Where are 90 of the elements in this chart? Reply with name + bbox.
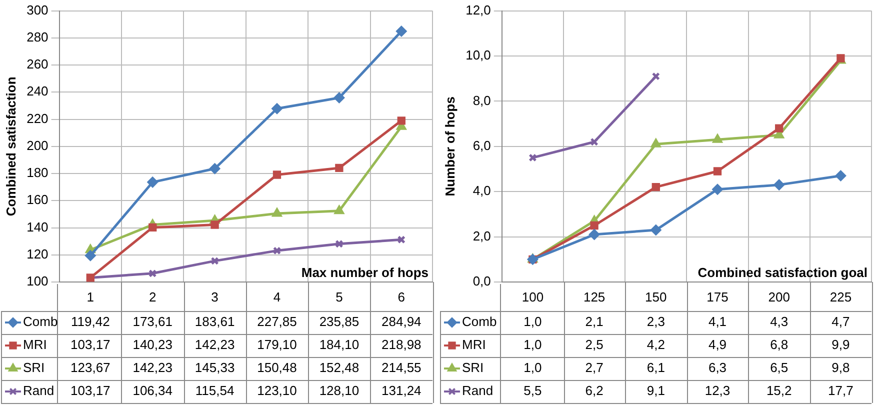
data-label: 6,1 [646, 360, 665, 376]
legend-label: SRI [462, 360, 484, 376]
legend-label: Rand [23, 383, 54, 398]
data-label: 128,10 [319, 383, 360, 398]
y-tick-label: 260 [26, 56, 48, 72]
data-label: 9,8 [832, 360, 850, 376]
legend-label: MRI [462, 337, 486, 352]
y-tick-label: 140 [26, 219, 48, 234]
legend-label: MRI [23, 337, 47, 352]
x-tick-label: 6 [398, 289, 406, 304]
y-tick-label: 4,0 [472, 183, 491, 198]
x-tick-label: 2 [148, 289, 156, 304]
data-label: 6,8 [770, 337, 788, 352]
x-tick-label: 5 [336, 289, 343, 304]
y-tick-label: 8,0 [472, 92, 491, 108]
data-label: 1,0 [524, 337, 542, 352]
y-tick-label: 2,0 [472, 228, 491, 244]
y-tick-label: 100 [26, 274, 48, 289]
y-tick-label: 220 [26, 110, 48, 126]
data-label: 2,5 [585, 337, 604, 352]
data-label: 2,3 [646, 314, 665, 330]
data-label: 183,61 [194, 314, 235, 330]
y-tick-label: 6,0 [472, 138, 491, 153]
data-label: 6,3 [708, 360, 727, 376]
data-label: 4,2 [646, 337, 665, 352]
data-label: 115,54 [195, 383, 234, 398]
data-label: 6,5 [770, 360, 788, 376]
data-label: 214,55 [382, 360, 422, 376]
data-label: 4,3 [770, 314, 788, 330]
data-label: 173,61 [132, 314, 172, 330]
text: 15,2 [766, 383, 792, 398]
x-tick-label: 3 [211, 289, 218, 304]
y-tick-label: 120 [26, 246, 48, 262]
data-label: 1,0 [524, 314, 542, 330]
data-label: 4,1 [708, 314, 727, 330]
data-label: 9,9 [832, 337, 850, 352]
data-label: 1,0 [524, 360, 542, 376]
legend-label: Comb [23, 314, 58, 330]
data-label: 9,1 [646, 383, 665, 398]
legend-label: Comb [462, 314, 497, 330]
data-label: 235,85 [319, 314, 360, 330]
data-label: 284,94 [382, 314, 422, 330]
x-tick-label: 175 [706, 289, 728, 304]
data-label: 131,24 [382, 383, 422, 398]
x-axis-title: Combined satisfaction goal [698, 265, 868, 280]
data-label: 142,23 [194, 337, 235, 352]
y-tick-label: 0,0 [472, 274, 491, 289]
data-label: 2,7 [585, 360, 604, 376]
data-label: 152,48 [319, 360, 360, 376]
y-tick-label: 160 [26, 192, 48, 208]
x-tick-label: 200 [768, 289, 790, 304]
data-label: 103,17 [70, 337, 110, 352]
data-label: 227,85 [257, 314, 297, 330]
data-label: 140,23 [132, 337, 172, 352]
x-tick-label: 100 [522, 289, 544, 304]
data-label: 103,17 [70, 383, 110, 398]
x-tick-label: 1 [86, 289, 94, 304]
y-tick-label: 240 [26, 84, 48, 99]
y-tick-label: 10,0 [466, 48, 491, 63]
data-label: 4,9 [708, 337, 727, 352]
data-label: 4,7 [832, 314, 850, 330]
data-label: 145,33 [194, 360, 235, 376]
data-label: 184,10 [319, 337, 360, 352]
y-axis-title: Combined satisfaction [3, 76, 18, 216]
data-label: 142,23 [132, 360, 172, 376]
data-label: 179,10 [257, 337, 297, 352]
y-tick-label: 300 [26, 2, 48, 18]
legend-label: Rand [462, 383, 494, 398]
data-label: 123,10 [257, 383, 297, 398]
y-tick-label: 200 [26, 138, 48, 153]
data-label: 123,67 [70, 360, 110, 376]
x-tick-label: 150 [645, 289, 667, 304]
y-tick-label: 12,0 [466, 2, 491, 18]
data-label: 150,48 [257, 360, 297, 376]
data-label: 106,34 [132, 383, 172, 398]
x-axis-title: Max number of hops [301, 265, 428, 280]
data-label: 6,2 [585, 383, 604, 398]
text: 12,3 [704, 383, 730, 398]
y-axis-title: Number of hops [442, 96, 458, 196]
data-label: 218,98 [382, 337, 422, 352]
data-label: 5,5 [524, 383, 542, 398]
data-label: 119,42 [70, 314, 110, 330]
x-tick-label: 4 [273, 289, 281, 304]
data-label: 2,1 [585, 314, 604, 330]
legend-label: SRI [23, 360, 45, 376]
x-tick-label: 125 [583, 289, 606, 304]
text: 17,7 [828, 383, 854, 398]
y-tick-label: 280 [26, 30, 48, 44]
y-tick-label: 180 [26, 165, 48, 180]
x-tick-label: 225 [830, 289, 852, 304]
